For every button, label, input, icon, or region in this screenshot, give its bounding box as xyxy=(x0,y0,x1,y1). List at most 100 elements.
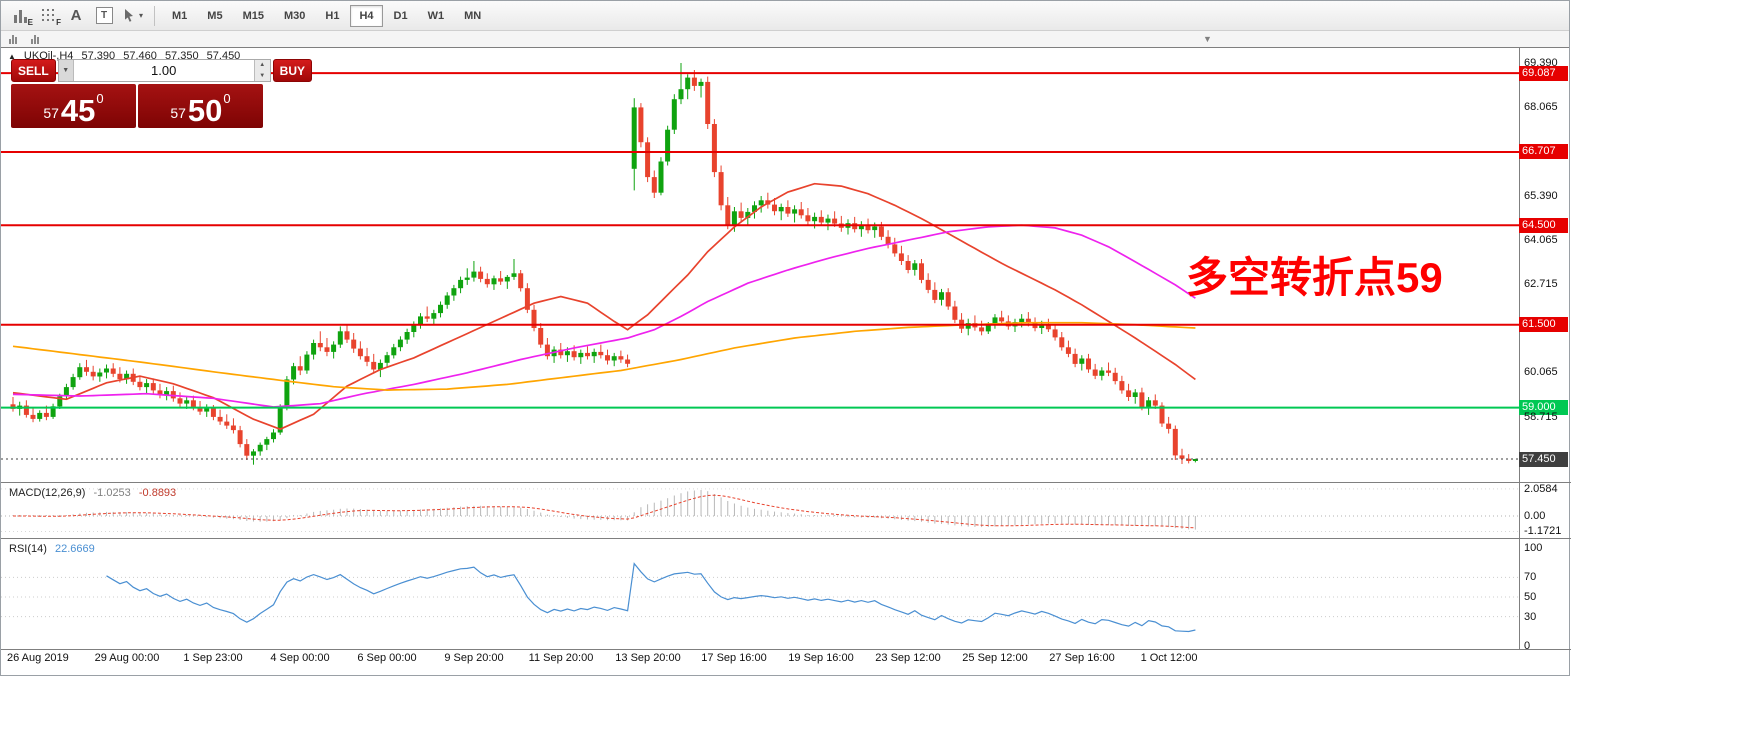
candle-body xyxy=(63,387,69,397)
rsi-name: RSI(14) xyxy=(9,543,47,555)
volume-dropdown-button[interactable]: ▼ xyxy=(58,60,74,81)
mini-chart-icon-1[interactable] xyxy=(9,34,17,44)
volume-input[interactable] xyxy=(73,60,254,81)
candle-body xyxy=(431,313,437,319)
candle-body xyxy=(1092,369,1098,376)
candle-body xyxy=(1179,455,1185,459)
grid-button[interactable]: F xyxy=(35,4,61,28)
timeframe-M15[interactable]: M15 xyxy=(234,5,273,27)
candle-body xyxy=(992,317,998,326)
buy-button[interactable]: BUY xyxy=(272,59,313,82)
candle-body xyxy=(1065,347,1071,354)
candle-body xyxy=(384,355,390,363)
price-level-badge-61.500: 61.500 xyxy=(1519,317,1568,332)
volume-spinner: ▲ ▼ xyxy=(253,60,270,81)
candle-body xyxy=(605,355,610,361)
chevron-down-icon: ▾ xyxy=(139,11,144,20)
time-scale[interactable]: 26 Aug 2019 29 Aug 00:00 1 Sep 23:00 4 Sep … xyxy=(1,652,1519,667)
candle-body xyxy=(464,277,470,280)
timeframe-M1[interactable]: M1 xyxy=(163,5,196,27)
candle-body xyxy=(892,244,898,254)
candle-body xyxy=(30,414,36,419)
volume-up-button[interactable]: ▲ xyxy=(254,60,270,71)
candle-body xyxy=(84,367,89,372)
candle-body xyxy=(631,107,637,169)
candle-body xyxy=(324,347,330,352)
volume-down-button[interactable]: ▼ xyxy=(254,70,270,81)
candle-body xyxy=(1172,428,1178,456)
candle-body xyxy=(638,107,644,143)
candle-body xyxy=(411,324,417,332)
price-scale[interactable]: 69.087 66.707 64.500 61.500 59.000 57.450 69.3… xyxy=(1519,48,1571,483)
candle-body xyxy=(1059,337,1065,348)
candle-body xyxy=(97,372,103,377)
sell-button[interactable]: SELL xyxy=(11,59,56,82)
ma-magenta xyxy=(12,224,1196,408)
macd-scale[interactable]: 2.0584 0.00 -1.1721 xyxy=(1521,483,1571,539)
rsi-panel[interactable] xyxy=(1,539,1519,649)
candle-body xyxy=(999,317,1005,322)
ask-price-display[interactable]: 57 50 0 xyxy=(138,84,263,128)
candle-body xyxy=(271,432,276,440)
date-label: 1 Oct 12:00 xyxy=(1140,652,1198,664)
candle-body xyxy=(204,408,210,412)
candle-body xyxy=(77,367,83,378)
timeframe-M30[interactable]: M30 xyxy=(275,5,314,27)
ask-prefix: 57 xyxy=(170,105,186,121)
bid-price-display[interactable]: 57 45 0 xyxy=(11,84,136,128)
timeframe-MN[interactable]: MN xyxy=(455,5,490,27)
rsi-scale-label: 100 xyxy=(1524,542,1543,554)
candle-body xyxy=(591,351,597,357)
candle-body xyxy=(484,278,490,285)
candle-body xyxy=(798,209,804,216)
candle-body xyxy=(1119,381,1125,391)
macd-panel[interactable] xyxy=(1,483,1519,539)
candle-body xyxy=(718,172,724,206)
cursor-icon xyxy=(125,9,133,22)
collapse-arrow-icon[interactable]: ▲ xyxy=(8,52,16,61)
candle-body xyxy=(498,278,504,282)
main-toolbar: E F A T ▾ M1 M5 M15 M30 H1 H4 D1 W1 MN xyxy=(1,1,1569,31)
price-tick-label: 65.390 xyxy=(1524,190,1558,202)
candle-body xyxy=(117,373,123,380)
price-level-badge-59.000: 59.000 xyxy=(1519,400,1568,415)
candle-body xyxy=(518,273,524,289)
rsi-value: 22.6669 xyxy=(54,543,95,555)
candle-body xyxy=(344,331,350,340)
rsi-scale[interactable]: 100 70 50 30 0 xyxy=(1521,539,1571,652)
candle-body xyxy=(651,177,657,193)
timeframe-H4[interactable]: H4 xyxy=(350,4,383,27)
text-label-button[interactable]: A xyxy=(63,4,89,28)
timeframe-W1[interactable]: W1 xyxy=(419,5,454,27)
candle-body xyxy=(331,344,337,352)
timeframe-D1[interactable]: D1 xyxy=(385,5,417,27)
candle-body xyxy=(337,331,343,345)
rsi-separator[interactable] xyxy=(1,538,1571,539)
candle-body xyxy=(317,343,323,348)
chart-expert-button[interactable]: E xyxy=(7,4,33,28)
candle-body xyxy=(965,323,971,329)
drawing-tools-button[interactable]: ▾ xyxy=(119,4,146,28)
candle-body xyxy=(277,407,283,433)
candle-body xyxy=(351,339,357,349)
candle-body xyxy=(1126,390,1132,397)
timeframe-M5[interactable]: M5 xyxy=(198,5,231,27)
rsi-line xyxy=(106,562,1196,633)
candle-body xyxy=(438,304,443,314)
macd-separator[interactable] xyxy=(1,482,1571,483)
candle-body xyxy=(1052,329,1058,338)
chart-shift-marker[interactable]: ▼ xyxy=(1203,34,1212,44)
text-box-button[interactable]: T xyxy=(91,4,117,28)
candle-body xyxy=(865,225,871,231)
date-label: 6 Sep 00:00 xyxy=(357,652,417,664)
date-label: 9 Sep 20:00 xyxy=(444,652,504,664)
mini-chart-icon-2[interactable] xyxy=(31,34,39,44)
candle-body xyxy=(230,425,236,431)
ask-big-digits: 50 xyxy=(187,92,223,128)
candle-body xyxy=(752,205,757,212)
candle-body xyxy=(157,390,163,395)
candle-body xyxy=(691,77,697,86)
timeframe-H1[interactable]: H1 xyxy=(316,5,348,27)
candle-body xyxy=(1139,392,1145,407)
